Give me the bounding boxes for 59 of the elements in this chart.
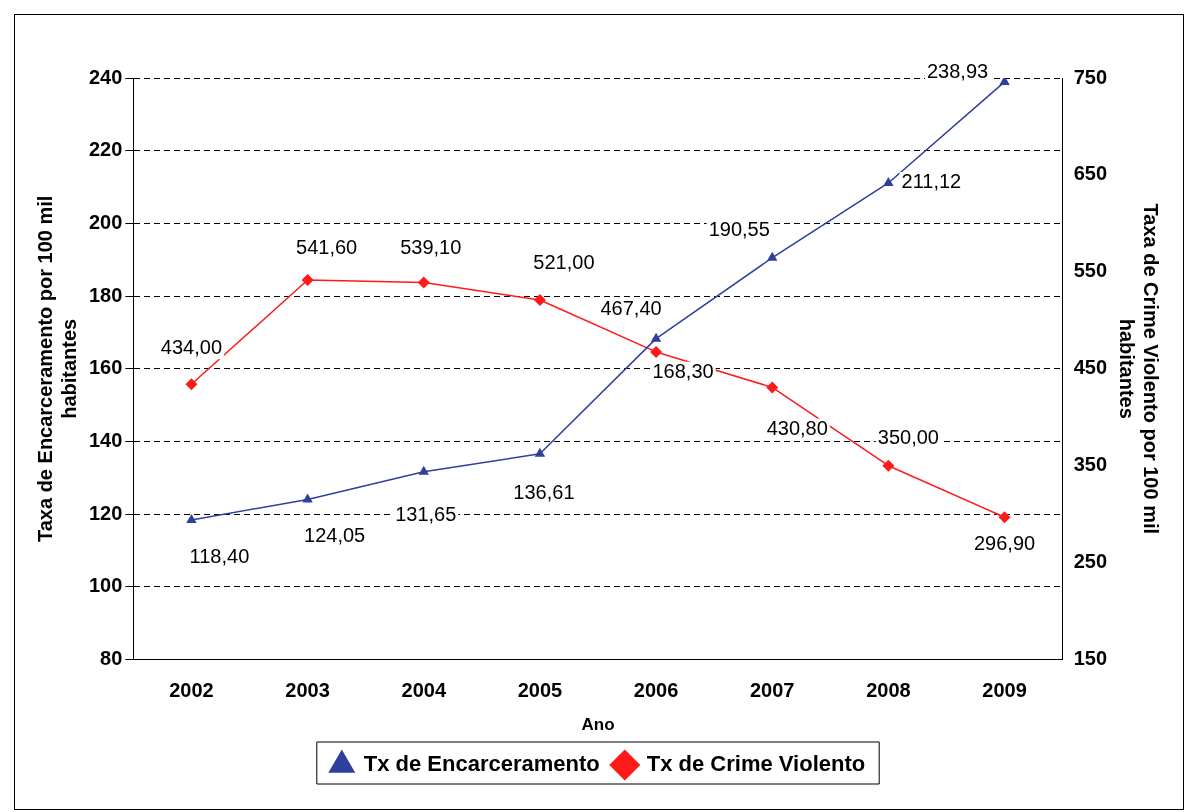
point	[882, 459, 895, 472]
y-tick-label: 100	[88, 574, 123, 597]
data-label: 296,90	[973, 531, 1036, 554]
y2-tick-label: 550	[1073, 259, 1108, 282]
point	[998, 511, 1011, 524]
data-label: 168,30	[652, 360, 714, 383]
point	[301, 274, 314, 287]
point	[533, 293, 546, 306]
y2-tick-label: 450	[1073, 356, 1108, 379]
data-label: 211,12	[901, 170, 962, 193]
data-label: 467,40	[600, 297, 662, 320]
data-label: 434,00	[160, 335, 223, 358]
x-tick-label: 2006	[633, 679, 679, 702]
data-label: 136,61	[513, 481, 575, 504]
point	[767, 251, 778, 261]
data-label: 118,40	[189, 544, 250, 567]
point	[417, 276, 430, 289]
data-label: 521,00	[533, 251, 595, 274]
x-tick-label: 2002	[169, 679, 214, 702]
point	[766, 381, 779, 394]
legend-label: Tx de Encarceramento	[363, 751, 600, 777]
point	[650, 332, 662, 342]
y2-tick-label: 250	[1073, 550, 1108, 573]
data-label: 124,05	[304, 523, 366, 546]
y-tick-label: 160	[88, 356, 123, 379]
y-axis-title: Taxa de Encarceramento por 100 mil habitantes	[33, 195, 80, 543]
y2-tick-label: 650	[1073, 162, 1108, 185]
x-tick-label: 2004	[401, 679, 447, 702]
x-tick-label: 2007	[749, 679, 795, 702]
data-label: 350,00	[877, 426, 939, 449]
data-label: 131,65	[395, 503, 457, 526]
x-tick-label: 2003	[285, 679, 330, 702]
y2-tick-label: 150	[1073, 647, 1108, 670]
point	[534, 447, 546, 457]
y-tick-label: 220	[88, 138, 123, 161]
data-label: 190,55	[708, 218, 770, 241]
y2-tick-label: 350	[1073, 453, 1108, 476]
x-tick-label: 2005	[517, 679, 563, 702]
y-tick-label: 140	[88, 429, 123, 452]
x-tick-label: 2008	[866, 679, 911, 702]
point	[418, 465, 429, 475]
point	[186, 514, 197, 524]
data-label: 541,60	[296, 235, 358, 258]
legend-label: Tx de Crime Violento	[646, 751, 866, 777]
y2-axis-title: Taxa de Crime Violento por 100 mil habitantes	[1116, 203, 1163, 535]
y-tick-label: 240	[88, 65, 123, 88]
y-tick-label: 120	[88, 501, 123, 524]
point	[185, 378, 198, 391]
y-tick-label: 180	[88, 283, 123, 306]
y-tick-label: 80	[100, 647, 123, 670]
point	[883, 176, 894, 186]
data-label: 539,10	[400, 235, 462, 258]
x-tick-label: 2009	[982, 679, 1027, 702]
y2-tick-label: 750	[1073, 65, 1108, 88]
data-label: 238,93	[926, 60, 989, 83]
y-tick-label: 200	[88, 210, 123, 233]
x-axis-title: Ano	[581, 715, 615, 735]
point	[650, 345, 663, 358]
data-label: 430,80	[766, 416, 828, 439]
